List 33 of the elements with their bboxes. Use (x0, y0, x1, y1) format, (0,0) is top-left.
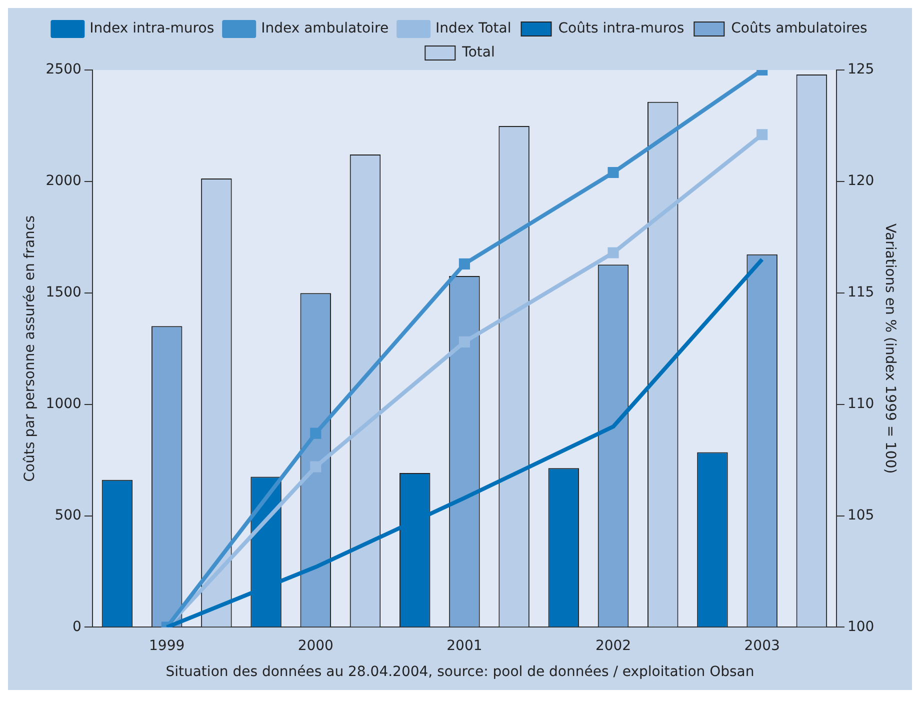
y-tick-label: 2000 (46, 173, 82, 190)
y2-tick-label: 125 (847, 62, 874, 78)
text: Situation des données au 28.04.2004, source: pool de données / exploitation Obsan (164, 663, 756, 682)
x-tick-label: 2001 (446, 638, 482, 654)
legend-label: Index Total (436, 20, 512, 37)
x-tick-label: 2003 (744, 638, 780, 654)
legend-label: Total (461, 44, 495, 61)
y-tick-label: 500 (54, 507, 82, 524)
x-tick-label: 1999 (149, 638, 185, 654)
point (756, 129, 768, 140)
y2-tick-label: 115 (847, 284, 874, 301)
y-tick-label: 1500 (46, 284, 82, 301)
y2-tick-label: 100 (847, 618, 874, 635)
y-tick-label: 1000 (46, 396, 82, 412)
x-tick-label: 2000 (298, 638, 334, 654)
point (310, 428, 322, 439)
legend-label: Coûts intra-muros (558, 20, 684, 37)
y-tick-label: 0 (72, 618, 82, 635)
point (310, 461, 322, 472)
point (608, 247, 619, 258)
legend-label: Coûts ambulatoires (731, 20, 868, 37)
y2-axis-title: Variations en % (index 1999 = 100) (882, 224, 898, 474)
point (458, 258, 470, 270)
y2-tick-label: 110 (847, 396, 874, 412)
point (458, 336, 470, 348)
point (608, 166, 619, 178)
x-tick-label: 2002 (595, 638, 632, 654)
legend-label: Index ambulatoire (261, 20, 389, 37)
legend-label: Index intra-muros (90, 20, 214, 37)
y2-tick-label: 105 (847, 507, 874, 524)
y2-tick-label: 120 (847, 173, 874, 190)
y-tick-label: 2500 (46, 62, 82, 78)
y-axis-title: Coûts par personne assurée en francs (22, 215, 38, 482)
